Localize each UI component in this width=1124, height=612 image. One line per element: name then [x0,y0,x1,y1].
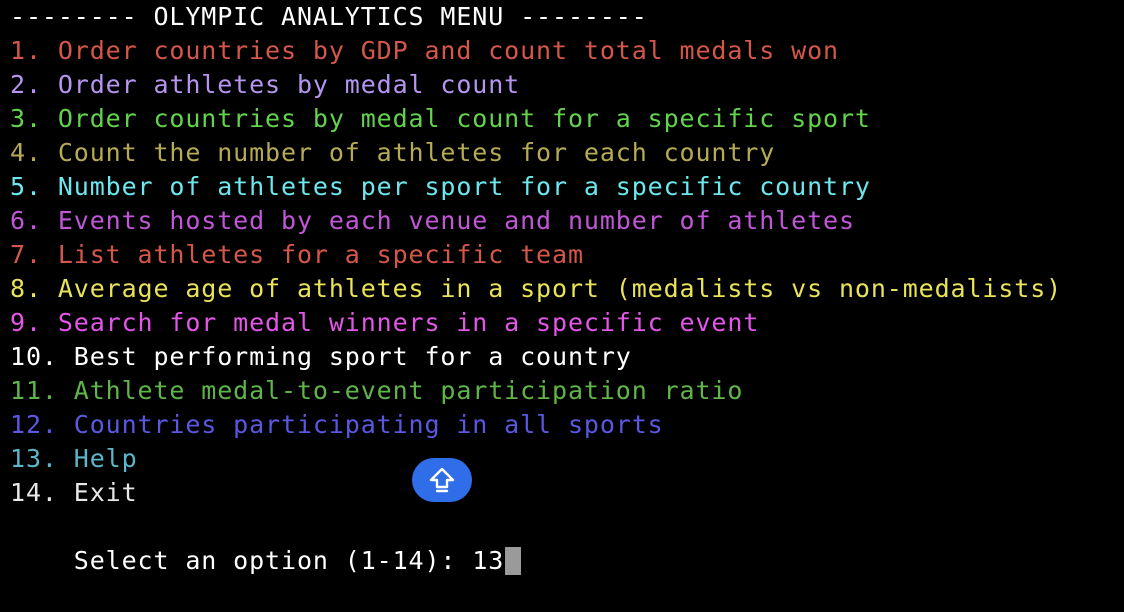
menu-item-1: 1. Order countries by GDP and count tota… [10,36,839,65]
menu-item-7: 7. List athletes for a specific team [10,240,584,269]
menu-item-9: 9. Search for medal winners in a specifi… [10,308,760,337]
menu-item-14: 14. Exit [10,478,138,507]
menu-item-2: 2. Order athletes by medal count [10,70,521,99]
menu-item-10: 10. Best performing sport for a country [10,342,632,371]
arrow-up-icon [429,467,455,493]
menu-item-13: 13. Help [10,444,138,473]
menu-item-5: 5. Number of athletes per sport for a sp… [10,172,871,201]
menu-item-3: 3. Order countries by medal count for a … [10,104,871,133]
text-cursor [505,547,522,575]
menu-item-4: 4. Count the number of athletes for each… [10,138,776,167]
prompt-line[interactable]: Select an option (1-14): 13 [10,510,522,575]
menu-item-12: 12. Countries participating in all sport… [10,410,664,439]
menu-item-11: 11. Athlete medal-to-event participation… [10,376,744,405]
scroll-to-top-button[interactable] [412,458,472,502]
terminal-window: -------- OLYMPIC ANALYTICS MENU --------… [10,0,1120,575]
prompt-input-value[interactable]: 13 [472,546,505,575]
prompt-label: Select an option (1-14): [73,546,473,575]
menu-item-6: 6. Events hosted by each venue and numbe… [10,206,855,235]
menu-item-8: 8. Average age of athletes in a sport (m… [10,274,1063,303]
menu-header: -------- OLYMPIC ANALYTICS MENU -------- [10,2,648,31]
